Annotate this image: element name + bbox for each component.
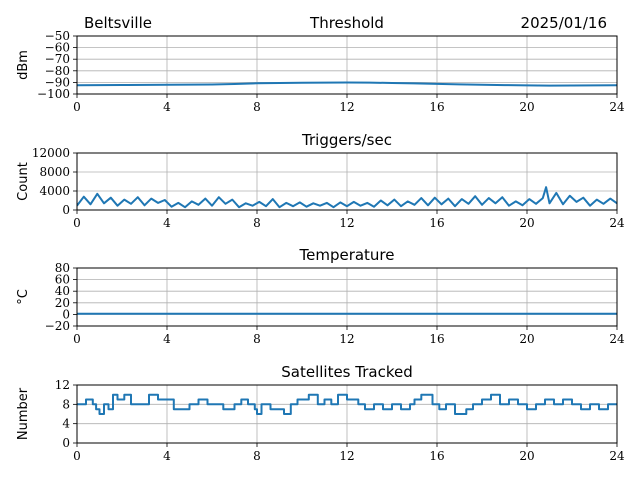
triggers-ytick-label-2: 8000 [39, 165, 70, 179]
satellites-xtick-label-1: 4 [163, 449, 171, 463]
threshold-series-line [77, 81, 617, 87]
header-date: 2025/01/16 [521, 14, 607, 32]
triggers-xtick-label-2: 8 [253, 216, 261, 230]
triggers-ylabel: Count [16, 162, 31, 201]
satellites-title: Satellites Tracked [281, 363, 412, 381]
temperature-ytick-label-4: 60 [55, 273, 70, 287]
temperature-title: Temperature [298, 246, 394, 264]
triggers-title: Triggers/sec [301, 131, 392, 149]
temperature-xtick-label-6: 24 [609, 332, 625, 346]
triggers-xtick-label-5: 20 [519, 216, 534, 230]
triggers-ytick-label-3: 12000 [32, 146, 70, 160]
temperature-xtick-label-2: 8 [253, 332, 261, 346]
triggers-series-line [77, 186, 617, 209]
threshold-xtick-label-3: 12 [339, 100, 354, 114]
temperature-xtick-label-5: 20 [519, 332, 534, 346]
temperature-ytick-label-2: 20 [55, 296, 70, 310]
temperature-xtick-label-0: 0 [73, 332, 81, 346]
threshold-xtick-label-1: 4 [163, 100, 171, 114]
satellites-ytick-label-1: 4 [62, 417, 70, 431]
satellites-series-line [77, 393, 617, 415]
triggers-ytick-label-0: 0 [62, 203, 70, 217]
satellites-ylabel: Number [16, 387, 31, 440]
threshold-ytick-label-5: −50 [45, 29, 70, 43]
satellites-ytick-label-3: 12 [55, 378, 70, 392]
temperature-ytick-label-3: 40 [55, 284, 70, 298]
threshold-ytick-label-2: −80 [45, 64, 70, 78]
threshold-xtick-label-2: 8 [253, 100, 261, 114]
temperature-ytick-label-1: 0 [62, 307, 70, 321]
threshold-ytick-label-4: −60 [45, 41, 70, 55]
threshold-xtick-label-6: 24 [609, 100, 625, 114]
satellites-ytick-label-0: 0 [62, 436, 70, 450]
triggers-xtick-label-6: 24 [609, 216, 625, 230]
satellites-xtick-label-5: 20 [519, 449, 534, 463]
temperature-xtick-label-1: 4 [163, 332, 171, 346]
triggers-ytick-label-1: 4000 [39, 184, 70, 198]
triggers-panel: 0 4 8 12 16 20 24 0 4000 8000 12000 Triggers/sec Cou… [16, 131, 625, 230]
temperature-ytick-label-5: 80 [55, 261, 70, 275]
temperature-ylabel: °C [16, 289, 31, 305]
triggers-xtick-label-3: 12 [339, 216, 354, 230]
threshold-panel: 0 4 8 12 16 20 24 −100−90−80−70−60−50 Threshold d… [16, 14, 625, 114]
temperature-xtick-label-3: 12 [339, 332, 354, 346]
threshold-xtick-label-5: 20 [519, 100, 534, 114]
threshold-xtick-label-4: 16 [429, 100, 444, 114]
threshold-ytick-label-0: −100 [37, 87, 70, 101]
triggers-xtick-label-1: 4 [163, 216, 171, 230]
threshold-ylabel: dBm [16, 50, 31, 80]
header-station: Beltsville [84, 14, 152, 32]
temperature-xtick-label-4: 16 [429, 332, 444, 346]
triggers-xtick-label-4: 16 [429, 216, 444, 230]
satellites-ytick-label-2: 8 [62, 397, 70, 411]
threshold-title: Threshold [309, 14, 384, 32]
satellites-xtick-label-0: 0 [73, 449, 81, 463]
satellites-xtick-label-3: 12 [339, 449, 354, 463]
satellites-xtick-label-6: 24 [609, 449, 625, 463]
temperature-ytick-label-0: −20 [45, 319, 70, 333]
threshold-ytick-label-1: −90 [45, 75, 70, 89]
triggers-xtick-label-0: 0 [73, 216, 81, 230]
threshold-ytick-label-3: −70 [45, 52, 70, 66]
threshold-xtick-label-0: 0 [73, 100, 81, 114]
satellites-xtick-label-4: 16 [429, 449, 444, 463]
satellites-panel: 0 4 8 12 16 20 24 0 4 8 12 Satellites Tracked Number [16, 363, 625, 463]
satellites-xtick-label-2: 8 [253, 449, 261, 463]
